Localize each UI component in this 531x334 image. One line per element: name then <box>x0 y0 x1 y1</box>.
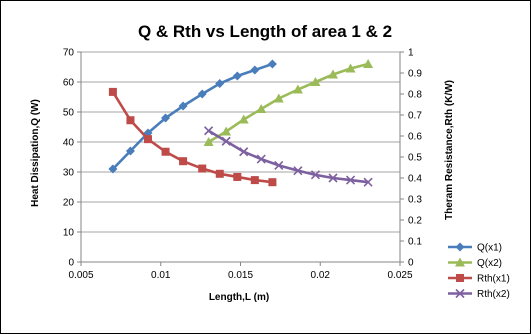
series-layer <box>108 59 374 187</box>
data-point <box>293 166 303 176</box>
y2-tick-label: 0.2 <box>408 216 422 227</box>
x-tick-label: 0.02 <box>311 270 331 281</box>
legend-label: Rth(x1) <box>477 274 510 285</box>
data-point <box>363 59 374 68</box>
data-point <box>198 164 207 173</box>
data-point <box>238 114 249 124</box>
data-point <box>126 116 135 125</box>
y2-axis-title: Theram Resistance,Rth (K/W) <box>444 80 455 220</box>
data-point <box>250 176 259 185</box>
data-point <box>221 126 232 136</box>
series-line-rth-x1 <box>111 91 273 184</box>
series-rth-x2 <box>204 126 373 187</box>
y2-tick-label: 0 <box>408 258 414 269</box>
data-point <box>267 59 277 69</box>
data-point <box>310 77 321 86</box>
data-point <box>232 71 242 81</box>
data-point <box>292 84 303 94</box>
y-axis-title: Heat Dissipation,Q (W) <box>30 99 41 207</box>
legend-entry-rth-x2: Rth(x2) <box>448 288 510 300</box>
x-tick-label: 0.005 <box>68 270 93 281</box>
data-point <box>161 113 171 123</box>
data-point <box>125 146 135 156</box>
y2-tick-label: 0.1 <box>408 237 422 248</box>
data-point <box>215 79 225 88</box>
data-point <box>161 147 170 156</box>
y2-tick-label: 0.8 <box>408 90 422 101</box>
data-point <box>250 65 260 75</box>
y-tick-label: 10 <box>63 228 75 239</box>
data-point <box>345 63 356 73</box>
data-point <box>239 147 249 157</box>
y-tick-label: 70 <box>63 48 75 59</box>
y-tick-label: 0 <box>68 258 74 269</box>
series-line-q-x2 <box>207 62 369 144</box>
data-point <box>268 178 277 187</box>
legend-label: Q(x2) <box>477 258 502 269</box>
legend: Q(x1) Q(x2) Rth(x1) Rth(x2) <box>448 242 510 300</box>
data-point <box>363 177 373 187</box>
y-tick-label: 50 <box>63 108 75 119</box>
series-rth-x1 <box>108 87 277 187</box>
legend-marker <box>455 242 465 252</box>
data-point <box>256 104 267 113</box>
y2-tick-label: 1 <box>408 48 414 59</box>
y-tick-label: 20 <box>63 198 75 209</box>
y-tick-label: 60 <box>63 78 75 89</box>
y-tick-label: 40 <box>63 138 75 149</box>
data-point <box>108 164 118 174</box>
y2-tick-label: 0.3 <box>408 195 422 206</box>
y2-tick-label: 0.7 <box>408 111 422 122</box>
data-point <box>273 93 284 103</box>
data-point <box>274 160 284 170</box>
legend-label: Q(x1) <box>477 243 502 254</box>
legend-entry-rth-x1: Rth(x1) <box>448 274 510 285</box>
series-line-q-x1 <box>111 62 273 170</box>
y2-tick-label: 0.9 <box>408 69 422 80</box>
legend-entry-q-x2: Q(x2) <box>448 257 502 269</box>
x-axis-title: Length,L (m) <box>209 292 269 303</box>
axes: 0 10 20 30 40 50 60 70 0 0.1 0.2 0.3 0.4 0.5 0.6 0.7 0.8… <box>63 48 422 282</box>
data-point <box>215 169 224 178</box>
data-point <box>179 157 188 166</box>
legend-marker <box>456 274 464 282</box>
data-point <box>345 175 356 185</box>
legend-label: Rth(x2) <box>477 289 510 300</box>
series-q-x2 <box>203 59 374 146</box>
data-point <box>310 170 321 180</box>
series-line-rth-x2 <box>207 129 369 184</box>
data-point <box>143 135 152 144</box>
data-point <box>328 173 338 183</box>
data-point <box>178 101 188 111</box>
y-tick-label: 30 <box>63 168 75 179</box>
chart-title: Q & Rth vs Length of area 1 & 2 <box>138 22 392 41</box>
data-point <box>204 126 214 136</box>
data-point <box>203 137 214 146</box>
gridlines <box>81 51 400 233</box>
data-point <box>197 89 207 99</box>
data-point <box>108 87 117 96</box>
data-point <box>233 172 242 181</box>
x-tick-label: 0.015 <box>228 270 253 281</box>
data-point <box>328 69 339 79</box>
legend-marker <box>455 257 465 267</box>
legend-entry-q-x1: Q(x1) <box>448 242 502 254</box>
x-tick-label: 0.025 <box>387 270 412 281</box>
x-tick-label: 0.01 <box>151 270 171 281</box>
y2-tick-label: 0.4 <box>408 174 422 185</box>
y2-tick-label: 0.5 <box>408 153 422 164</box>
data-point <box>221 136 231 146</box>
y2-tick-label: 0.6 <box>408 132 422 143</box>
legend-marker <box>455 288 465 299</box>
data-point <box>256 154 266 164</box>
